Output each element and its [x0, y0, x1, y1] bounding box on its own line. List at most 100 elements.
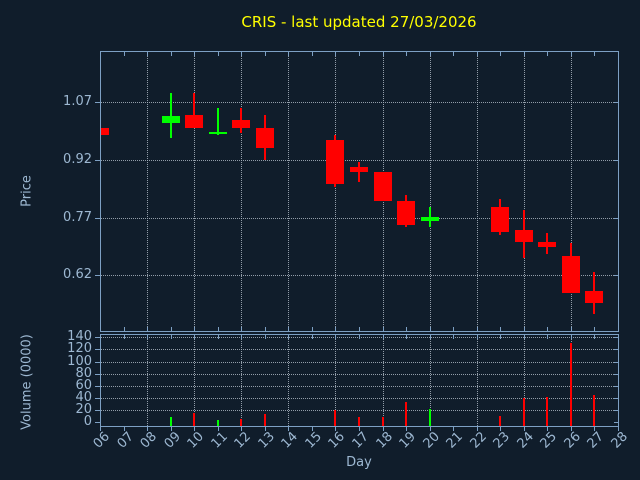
- day-tick-label: 09: [161, 429, 184, 452]
- volume-tick: [95, 398, 100, 399]
- x-tick: [312, 335, 313, 339]
- volume-bar: [405, 402, 407, 426]
- price-tick: [95, 160, 100, 161]
- volume-tick-label: 60: [75, 378, 92, 393]
- volume-bar: [358, 417, 360, 426]
- x-tick: [500, 52, 501, 56]
- volume-bar: [193, 413, 195, 426]
- volume-bar: [523, 398, 525, 426]
- x-tick: [335, 427, 336, 431]
- x-tick: [359, 327, 360, 331]
- day-gridline: [477, 335, 478, 426]
- x-tick: [312, 427, 313, 431]
- x-tick: [453, 52, 454, 56]
- volume-tick-label: 100: [67, 354, 92, 369]
- x-tick: [500, 427, 501, 431]
- x-tick: [359, 427, 360, 431]
- day-gridline: [430, 335, 431, 426]
- x-tick: [383, 52, 384, 56]
- volume-tick: [95, 362, 100, 363]
- x-tick: [594, 52, 595, 56]
- x-tick: [124, 335, 125, 339]
- x-tick: [571, 327, 572, 331]
- day-tick-label: 24: [514, 429, 537, 452]
- price-tick: [614, 275, 618, 276]
- price-tick: [614, 102, 618, 103]
- candle-body: [209, 132, 227, 134]
- day-tick-label: 13: [255, 429, 278, 452]
- x-tick: [241, 427, 242, 431]
- x-axis-title: Day: [346, 455, 372, 470]
- x-tick: [406, 327, 407, 331]
- price-tick: [614, 218, 618, 219]
- day-gridline: [335, 335, 336, 426]
- x-tick: [430, 52, 431, 56]
- x-tick: [171, 52, 172, 56]
- day-tick-label: 18: [373, 429, 396, 452]
- x-tick: [288, 52, 289, 56]
- day-tick-label: 20: [420, 429, 443, 452]
- day-gridline: [147, 52, 148, 331]
- candle-body: [232, 120, 250, 128]
- volume-tick-label: 20: [75, 402, 92, 417]
- volume-tick: [95, 386, 100, 387]
- volume-tick: [95, 422, 100, 423]
- candle-body: [350, 167, 368, 172]
- x-tick: [594, 327, 595, 331]
- volume-bar: [429, 409, 431, 426]
- x-tick: [383, 427, 384, 431]
- candle-body: [326, 140, 344, 184]
- x-tick: [618, 335, 619, 339]
- x-tick: [500, 327, 501, 331]
- x-tick: [571, 52, 572, 56]
- x-tick: [124, 327, 125, 331]
- x-tick: [194, 335, 195, 339]
- x-tick: [194, 427, 195, 431]
- x-tick: [194, 327, 195, 331]
- x-tick: [147, 52, 148, 56]
- x-tick: [288, 327, 289, 331]
- x-tick: [147, 327, 148, 331]
- x-tick: [453, 427, 454, 431]
- x-tick: [477, 52, 478, 56]
- day-tick-label: 08: [137, 429, 160, 452]
- day-gridline: [147, 335, 148, 426]
- volume-bar: [499, 416, 501, 426]
- day-tick-label: 25: [537, 429, 560, 452]
- x-tick: [594, 427, 595, 431]
- day-gridline: [524, 52, 525, 331]
- price-panel: [100, 51, 619, 332]
- day-gridline: [194, 335, 195, 426]
- x-tick: [194, 52, 195, 56]
- day-tick-label: 15: [302, 429, 325, 452]
- x-tick: [124, 427, 125, 431]
- day-tick-label: 11: [208, 429, 231, 452]
- x-tick: [430, 327, 431, 331]
- x-tick: [241, 52, 242, 56]
- x-tick: [406, 335, 407, 339]
- x-tick: [453, 335, 454, 339]
- x-tick: [618, 52, 619, 56]
- volume-tick: [95, 337, 100, 338]
- x-tick: [288, 335, 289, 339]
- x-tick: [335, 52, 336, 56]
- day-tick-label: 23: [490, 429, 513, 452]
- x-tick: [594, 335, 595, 339]
- day-tick-label: 21: [443, 429, 466, 452]
- day-gridline: [430, 52, 431, 331]
- candle-body: [421, 217, 439, 221]
- day-tick-label: 28: [608, 429, 631, 452]
- volume-tick: [95, 410, 100, 411]
- candle-body: [397, 201, 415, 225]
- candle-body: [256, 128, 274, 148]
- x-tick: [335, 327, 336, 331]
- x-tick: [100, 335, 101, 339]
- volume-tick: [95, 349, 100, 350]
- volume-tick-label: 140: [67, 329, 92, 344]
- x-tick: [618, 327, 619, 331]
- volume-bar: [217, 420, 219, 426]
- candle-wick: [217, 108, 219, 135]
- price-tick-label: 0.77: [63, 210, 92, 225]
- volume-gridline: [101, 349, 618, 350]
- x-tick: [571, 335, 572, 339]
